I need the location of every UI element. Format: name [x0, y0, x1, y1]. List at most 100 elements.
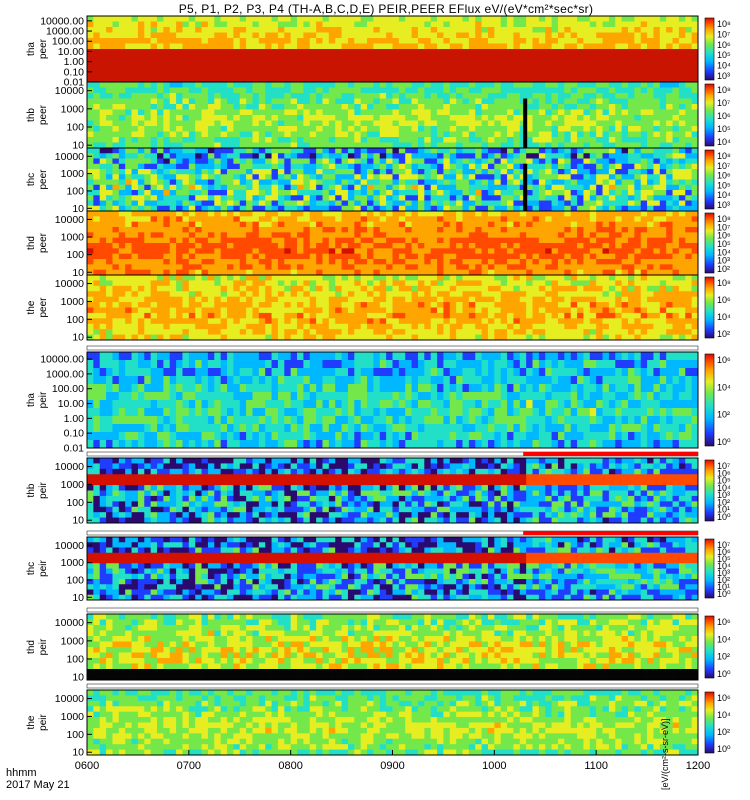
heatmap-cell: [258, 158, 266, 165]
heatmap-cell: [316, 174, 323, 180]
heatmap-cell: [627, 243, 635, 249]
heatmap-cell: [201, 312, 209, 319]
heatmap-cell: [322, 227, 330, 233]
heatmap-cell: [290, 221, 298, 228]
heatmap-cell: [303, 237, 311, 244]
heatmap-cell: [608, 237, 616, 244]
heatmap-cell: [265, 98, 272, 105]
heatmap-cell: [596, 82, 603, 88]
heatmap-cell: [176, 142, 183, 149]
heatmap-cell: [379, 264, 387, 271]
heatmap-cell: [360, 205, 368, 212]
heatmap-cell: [341, 184, 349, 191]
heatmap-cell: [182, 329, 190, 335]
heatmap-cell: [284, 76, 292, 83]
heatmap-cell: [640, 126, 648, 132]
heatmap-cell: [188, 259, 196, 265]
heatmap-cell: [335, 195, 342, 201]
heatmap-cell: [577, 98, 584, 105]
heatmap-cell: [195, 93, 202, 99]
heatmap-cell: [214, 243, 222, 249]
heatmap-cell: [640, 190, 648, 196]
heatmap-cell: [602, 248, 610, 255]
heatmap-cell: [214, 142, 222, 149]
heatmap-cell: [99, 21, 107, 28]
heatmap-cell: [564, 190, 572, 196]
heatmap-cell: [360, 269, 368, 276]
heatmap-cell: [303, 158, 311, 165]
heatmap-cell: [220, 109, 228, 116]
heatmap-cell: [678, 221, 686, 228]
heatmap-cell: [653, 227, 661, 233]
heatmap-cell: [379, 38, 387, 44]
heatmap-cell: [608, 98, 616, 105]
heatmap-cell: [112, 275, 120, 281]
heatmap-cell: [507, 243, 514, 249]
heatmap-cell: [462, 269, 470, 276]
heatmap-cell: [233, 109, 241, 116]
heatmap-cell: [290, 126, 298, 132]
heatmap-cell: [163, 104, 171, 110]
heatmap-cell: [118, 216, 126, 223]
colorbar-tick-label: 10³: [717, 256, 730, 266]
heatmap-cell: [532, 32, 540, 39]
heatmap-cell: [220, 285, 228, 292]
heatmap-cell: [303, 43, 311, 50]
heatmap-cell: [188, 148, 196, 154]
heatmap-cell: [106, 205, 113, 212]
heatmap-cell: [188, 93, 196, 99]
heatmap-cell: [570, 137, 578, 143]
heatmap-cell: [666, 169, 673, 175]
heatmap-cell: [640, 174, 648, 180]
heatmap-cell: [137, 216, 145, 223]
heatmap-cell: [647, 153, 654, 159]
heatmap-cell: [519, 148, 527, 154]
heatmap-cell: [112, 184, 120, 191]
heatmap-cell: [538, 211, 546, 217]
heatmap-cell: [99, 38, 107, 44]
heatmap-cell: [373, 120, 381, 127]
heatmap-cell: [411, 65, 419, 72]
heatmap-cell: [583, 158, 591, 165]
heatmap-cell: [182, 184, 190, 191]
heatmap-cell: [507, 43, 514, 50]
heatmap-cell: [214, 65, 222, 72]
heatmap-cell: [456, 21, 463, 28]
heatmap-cell: [621, 148, 629, 154]
heatmap-cell: [513, 115, 521, 121]
heatmap-cell: [666, 174, 673, 180]
heatmap-cell: [233, 76, 241, 83]
heatmap-cell: [157, 21, 164, 28]
heatmap-cell: [246, 227, 253, 233]
heatmap-cell: [405, 259, 412, 265]
heatmap-cell: [214, 76, 222, 83]
heatmap-cell: [392, 237, 400, 244]
heatmap-cell: [532, 49, 540, 55]
heatmap-cell: [602, 216, 610, 223]
heatmap-cell: [551, 200, 559, 207]
heatmap-cell: [341, 60, 349, 66]
heatmap-cell: [316, 104, 323, 110]
heatmap-cell: [233, 248, 241, 255]
heatmap-cell: [583, 169, 591, 175]
heatmap-cell: [214, 82, 222, 88]
heatmap-cell: [227, 329, 234, 335]
heatmap-cell: [494, 120, 502, 127]
heatmap-cell: [131, 211, 139, 217]
heatmap-cell: [481, 76, 489, 83]
heatmap-cell: [691, 264, 699, 271]
heatmap-cell: [118, 76, 126, 83]
heatmap-cell: [150, 334, 158, 341]
heatmap-cell: [538, 174, 546, 180]
heatmap-cell: [608, 243, 616, 249]
heatmap-cell: [475, 269, 482, 276]
heatmap-cell: [265, 49, 272, 55]
heatmap-cell: [468, 158, 476, 165]
heatmap-cell: [137, 131, 145, 138]
heatmap-cell: [157, 329, 164, 335]
heatmap-cell: [157, 98, 164, 105]
heatmap-cell: [182, 307, 190, 314]
heatmap-cell: [386, 184, 393, 191]
heatmap-cell: [195, 190, 202, 196]
heatmap-cell: [468, 205, 476, 212]
